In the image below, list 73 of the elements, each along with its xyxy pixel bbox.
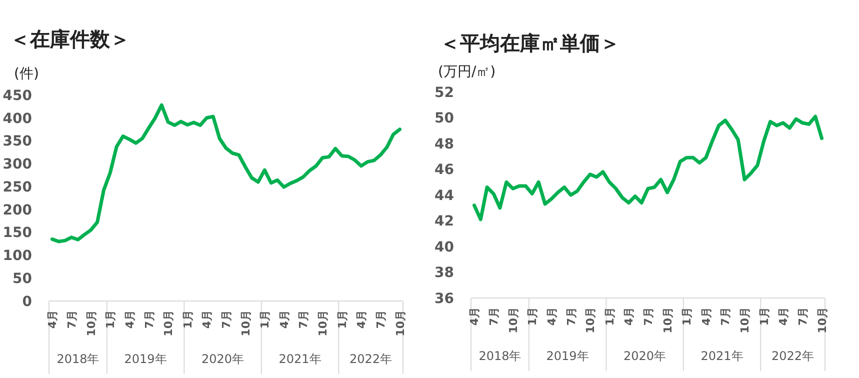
y-tick-label: 0: [22, 294, 32, 310]
text: 2020年: [624, 349, 666, 363]
x-tick-label: 4月: [468, 307, 482, 326]
x-tick-label: 7月: [488, 307, 501, 326]
x-tick-label: 1月: [258, 310, 272, 329]
y-tick-label: 42: [434, 214, 454, 230]
text: 2021年: [278, 352, 322, 366]
x-tick-label: 7月: [297, 310, 310, 329]
y-tick-label: 50: [434, 110, 454, 127]
text: 2020年: [202, 352, 244, 366]
text: 2018年: [478, 349, 522, 363]
x-tick-label: 10月: [316, 310, 330, 336]
x-tick-label: 4月: [355, 310, 368, 329]
x-tick-label: 4月: [46, 310, 60, 329]
y-tick-label: 300: [2, 156, 32, 173]
y-tick-label: 350: [2, 134, 32, 150]
x-tick-label: 7月: [142, 310, 156, 329]
x-tick-label: 7月: [374, 310, 388, 329]
text: 2022年: [772, 349, 814, 363]
y-axis-title: (万円/㎡): [438, 64, 496, 80]
line-series: [472, 114, 824, 222]
y-tick-label: 200: [2, 202, 32, 218]
chart-title: ＜在庫件数＞: [10, 27, 130, 51]
x-tick-label: 7月: [220, 310, 233, 329]
x-tick-label: 1月: [680, 307, 694, 326]
text: 2022年: [350, 352, 392, 366]
x-tick-label: 7月: [564, 307, 578, 326]
y-tick-label: 36: [434, 290, 454, 307]
text: 2018年: [56, 352, 100, 366]
y-tick-label: 450: [2, 88, 32, 104]
text: 2019年: [124, 352, 167, 366]
y-tick-label: 44: [434, 188, 454, 204]
y-tick-label: 52: [434, 84, 454, 101]
line-series: [50, 103, 402, 244]
x-tick-label: 10月: [816, 307, 829, 334]
chart-title: ＜平均在庫㎡単価＞: [440, 31, 620, 55]
x-tick-label: 10月: [394, 310, 407, 336]
x-tick-label: 1月: [336, 310, 349, 329]
x-tick-label: 1月: [181, 310, 194, 329]
x-tick-label: 10月: [239, 310, 252, 336]
x-tick-label: 4月: [777, 307, 790, 326]
x-tick-label: 10月: [162, 310, 176, 336]
x-tick-label: 4月: [545, 307, 558, 326]
x-tick-label: 7月: [66, 310, 79, 329]
x-tick-label: 7月: [719, 307, 732, 326]
x-tick-label: 10月: [584, 307, 598, 334]
x-tick-label: 4月: [700, 307, 713, 326]
x-tick-label: 7月: [796, 307, 810, 326]
y-tick-label: 150: [2, 225, 32, 242]
x-tick-label: 4月: [622, 307, 636, 326]
text: 2019年: [546, 349, 589, 363]
x-tick-label: 1月: [104, 310, 118, 329]
x-tick-label: 1月: [603, 307, 616, 326]
x-tick-label: 4月: [278, 310, 291, 329]
x-tick-label: 10月: [738, 307, 752, 334]
y-tick-label: 40: [434, 239, 454, 256]
x-tick-label: 4月: [200, 310, 214, 329]
x-tick-label: 4月: [123, 310, 136, 329]
x-tick-label: 1月: [758, 307, 771, 326]
y-tick-label: 48: [434, 136, 454, 152]
text: 2021年: [700, 349, 744, 363]
y-tick-label: 50: [12, 271, 32, 288]
x-tick-label: 10月: [661, 307, 674, 334]
x-tick-label: 10月: [506, 307, 520, 334]
y-tick-label: 100: [2, 248, 32, 264]
x-tick-label: 7月: [642, 307, 655, 326]
y-tick-label: 46: [434, 162, 454, 178]
x-tick-label: 1月: [526, 307, 540, 326]
y-tick-label: 38: [434, 265, 454, 282]
y-tick-label: 400: [2, 110, 32, 127]
y-tick-label: 250: [2, 179, 32, 196]
x-tick-label: 10月: [84, 310, 98, 336]
y-axis-title: (件): [14, 66, 39, 82]
